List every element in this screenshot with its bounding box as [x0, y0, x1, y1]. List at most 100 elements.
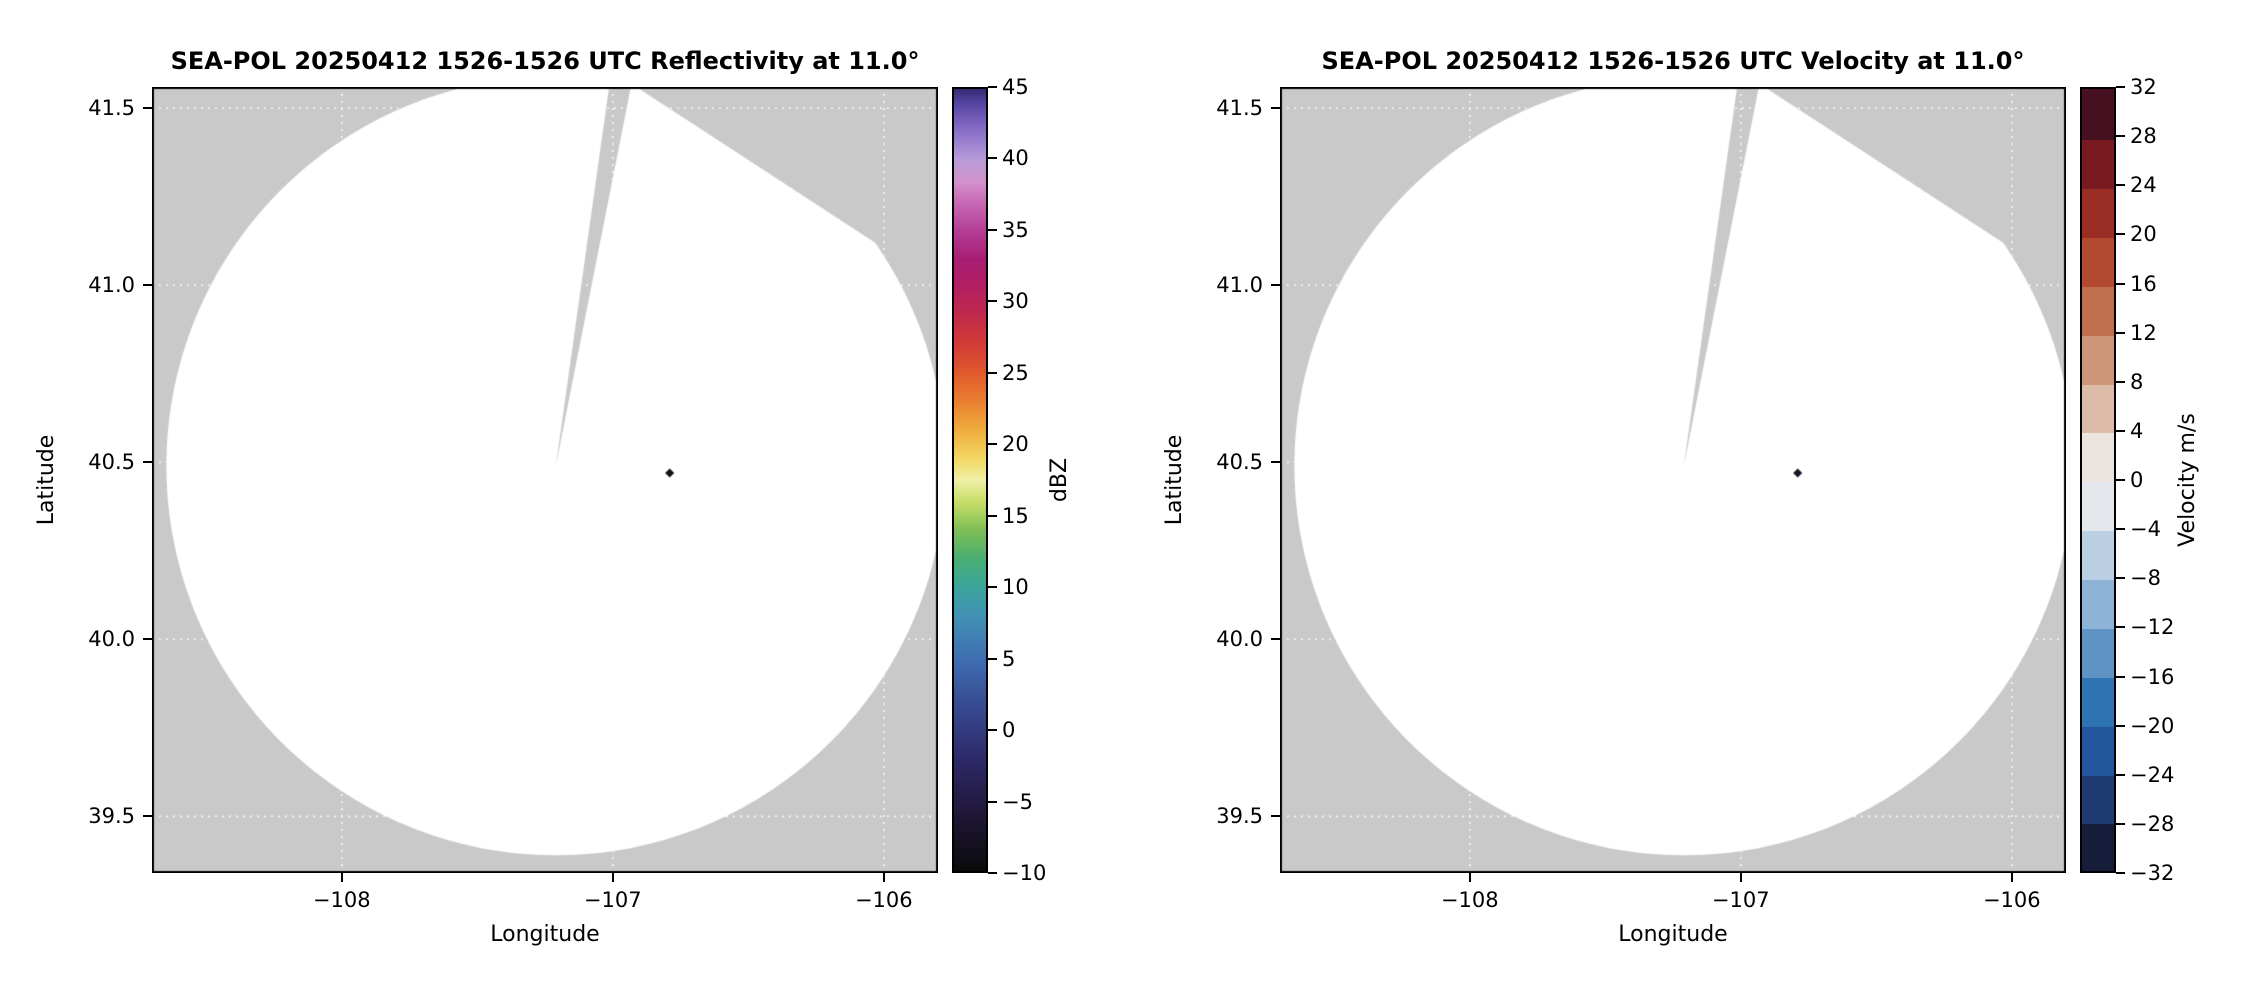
- y-tick-label: 41.5: [1216, 96, 1263, 121]
- colorbar-tick: [988, 586, 997, 589]
- colorbar-tick-label: 25: [1002, 360, 1029, 385]
- y-tick-label: 41.5: [88, 96, 135, 121]
- colorbar-tick-label: 28: [2130, 124, 2157, 149]
- velocity-colorbar: [2080, 87, 2116, 873]
- colorbar-tick-label: −12: [2130, 615, 2175, 640]
- colorbar-band: [2082, 577, 2114, 629]
- colorbar-tick: [2116, 331, 2125, 334]
- colorbar-tick-label: −28: [2130, 811, 2175, 836]
- velocity-title: SEA-POL 20250412 1526-1526 UTC Velocity …: [1321, 47, 2025, 75]
- colorbar-tick-label: 0: [2130, 468, 2144, 492]
- y-tick: [1271, 284, 1280, 287]
- velocity-plot: [1280, 87, 2066, 873]
- colorbar-band: [2082, 137, 2114, 190]
- colorbar-tick-label: −4: [2130, 517, 2161, 542]
- x-tick-label: −107: [1711, 888, 1770, 912]
- colorbar-tick-label: 16: [2130, 271, 2157, 296]
- colorbar-tick: [2116, 773, 2125, 776]
- y-tick: [143, 284, 152, 287]
- velocity-yaxis-label: Latitude: [1162, 434, 1187, 526]
- reflectivity-colorbar-label: dBZ: [1047, 457, 1072, 503]
- colorbar-band: [2082, 333, 2114, 385]
- colorbar-bands: [2082, 89, 2114, 871]
- colorbar-tick: [2116, 86, 2125, 88]
- x-tick-label: −108: [312, 888, 371, 912]
- colorbar-tick-label: −10: [1002, 861, 1047, 885]
- colorbar-band: [2082, 724, 2114, 776]
- colorbar-tick: [988, 157, 997, 160]
- x-tick: [2010, 873, 2013, 882]
- colorbar-band: [2082, 431, 2114, 483]
- y-tick: [1271, 815, 1280, 818]
- y-tick-label: 41.0: [88, 273, 135, 298]
- colorbar-tick-label: −8: [2130, 566, 2161, 591]
- colorbar-tick: [988, 729, 997, 732]
- colorbar-tick-label: 45: [1002, 75, 1029, 99]
- colorbar-tick-label: 10: [1002, 575, 1029, 600]
- colorbar-tick-label: 35: [1002, 217, 1029, 242]
- colorbar-tick-label: 8: [2130, 369, 2144, 394]
- colorbar-band: [2082, 822, 2114, 871]
- colorbar-tick-label: 32: [2130, 75, 2157, 99]
- colorbar-tick: [988, 228, 997, 231]
- colorbar-band: [2082, 186, 2114, 238]
- x-tick-label: −108: [1440, 888, 1499, 912]
- y-tick: [1271, 638, 1280, 641]
- reflectivity-canvas: [152, 87, 938, 873]
- colorbar-tick: [2116, 528, 2125, 531]
- colorbar-tick: [988, 371, 997, 374]
- x-tick-label: −106: [854, 888, 913, 912]
- velocity-xaxis-label: Longitude: [1618, 922, 1728, 947]
- colorbar-tick-label: 4: [2130, 418, 2144, 443]
- colorbar-tick: [2116, 724, 2125, 727]
- reflectivity-yaxis-label: Latitude: [34, 434, 59, 526]
- colorbar-tick-label: 20: [2130, 222, 2157, 247]
- colorbar-band: [2082, 382, 2114, 434]
- reflectivity-xaxis-label: Longitude: [490, 922, 600, 947]
- y-tick-label: 40.5: [88, 450, 135, 475]
- x-tick: [611, 873, 614, 882]
- colorbar-tick: [2116, 675, 2125, 678]
- colorbar-tick: [2116, 233, 2125, 236]
- colorbar-tick-label: −24: [2130, 762, 2175, 787]
- x-tick: [340, 873, 343, 882]
- x-tick-label: −107: [583, 888, 642, 912]
- colorbar-tick: [2116, 135, 2125, 138]
- colorbar-tick-label: 20: [1002, 432, 1029, 457]
- x-tick: [1468, 873, 1471, 882]
- y-tick: [143, 815, 152, 818]
- y-tick-label: 39.5: [88, 804, 135, 829]
- y-tick-label: 40.0: [88, 627, 135, 652]
- colorbar-tick: [2116, 626, 2125, 629]
- y-tick: [143, 638, 152, 641]
- colorbar-tick-label: 0: [1002, 718, 1016, 743]
- colorbar-tick: [988, 300, 997, 303]
- colorbar-tick-label: 5: [1002, 646, 1016, 671]
- colorbar-band: [2082, 773, 2114, 825]
- reflectivity-title: SEA-POL 20250412 1526-1526 UTC Reflectiv…: [170, 47, 920, 75]
- colorbar-tick-label: −5: [1002, 789, 1033, 814]
- colorbar-tick: [2116, 872, 2125, 874]
- reflectivity-colorbar: [952, 87, 988, 873]
- colorbar-tick-label: 12: [2130, 320, 2157, 345]
- colorbar-tick: [988, 514, 997, 517]
- colorbar-tick: [2116, 577, 2125, 580]
- y-tick-label: 40.5: [1216, 450, 1263, 475]
- colorbar-band: [2082, 480, 2114, 532]
- colorbar-tick: [2116, 380, 2125, 383]
- colorbar-band: [2082, 626, 2114, 678]
- colorbar-tick-label: 24: [2130, 173, 2157, 198]
- y-tick: [143, 107, 152, 110]
- colorbar-tick-label: −32: [2130, 861, 2175, 885]
- colorbar-tick-label: −16: [2130, 664, 2175, 689]
- colorbar-tick-label: 40: [1002, 146, 1029, 171]
- y-tick-label: 39.5: [1216, 804, 1263, 829]
- colorbar-band: [2082, 89, 2114, 141]
- y-tick: [143, 461, 152, 464]
- colorbar-tick: [2116, 429, 2125, 432]
- colorbar-tick-label: 30: [1002, 289, 1029, 314]
- colorbar-tick: [2116, 282, 2125, 285]
- colorbar-tick: [988, 872, 997, 874]
- colorbar-tick: [988, 86, 997, 88]
- y-tick: [1271, 461, 1280, 464]
